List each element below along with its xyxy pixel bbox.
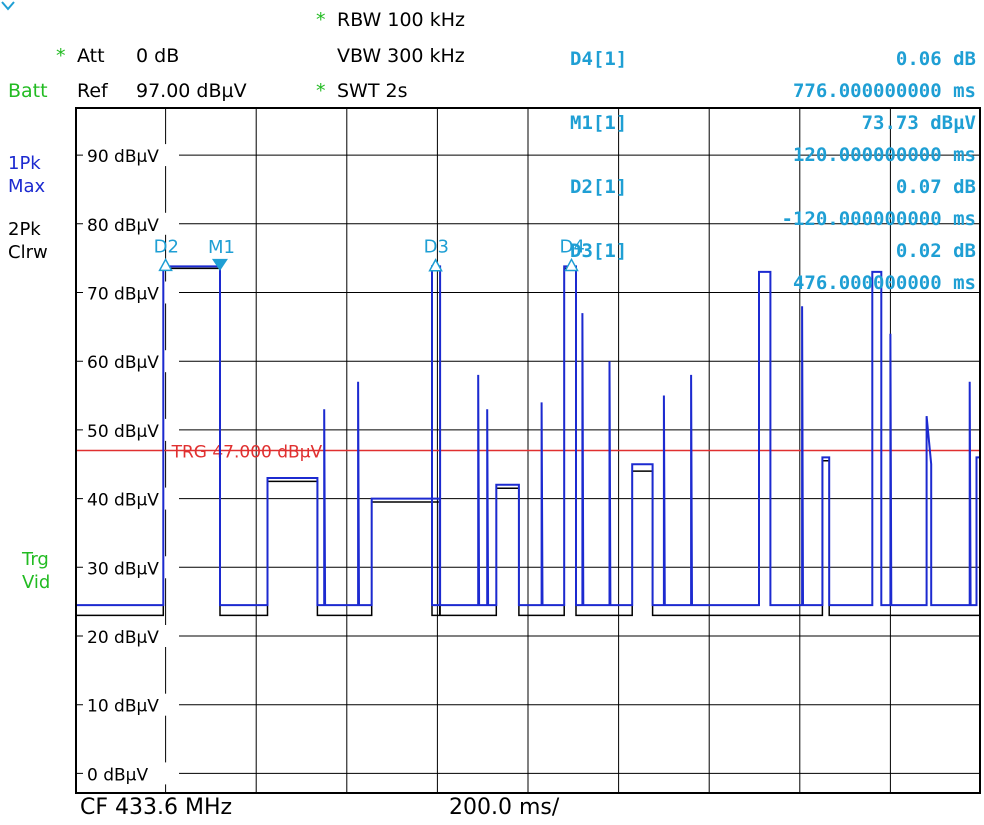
trigger-level-label: TRG 47.000 dBµV <box>171 443 323 463</box>
trace2-detector: 2Pk <box>8 219 41 240</box>
y-tick-label: 80 dBµV <box>87 216 159 236</box>
y-tick-label: 10 dBµV <box>87 697 159 717</box>
marker-table-label: D2[1] <box>570 176 628 198</box>
ref-value: 97.00 dBµV <box>136 80 247 102</box>
y-tick-label: 40 dBµV <box>87 491 159 511</box>
marker-table-time: -120.000000000 ms <box>781 208 976 230</box>
y-tick-label-bg <box>83 281 179 304</box>
marker-table-time: 776.000000000 ms <box>792 80 976 102</box>
y-tick-label-bg <box>83 144 179 167</box>
trigger-type: Vid <box>22 572 51 593</box>
marker-table-value: 73.73 dBµV <box>861 112 976 134</box>
center-frequency: CF 433.6 MHz <box>80 795 233 820</box>
trigger-source: Trg <box>22 549 49 570</box>
rbw-label: RBW 100 kHz <box>337 9 465 31</box>
y-tick-label: 30 dBµV <box>87 559 159 579</box>
marker-table-time: 120.000000000 ms <box>792 144 976 166</box>
marker-table-value: 0.02 dB <box>895 240 976 262</box>
traces <box>75 265 981 617</box>
y-tick-label: 70 dBµV <box>87 284 159 304</box>
trace-max <box>75 265 981 607</box>
swt-modified-marker: * <box>316 80 326 102</box>
y-tick-label-bg <box>83 624 179 647</box>
y-tick-label-bg <box>83 556 179 579</box>
y-tick-label: 20 dBµV <box>87 628 159 648</box>
delta-marker-symbol <box>564 257 579 272</box>
marker-table-value: 0.07 dB <box>895 176 976 198</box>
sweep-per-division: 200.0 ms/ <box>449 795 560 820</box>
batt-indicator: Batt <box>8 80 48 102</box>
y-tick-label: 90 dBµV <box>87 147 159 167</box>
marker-label: D4 <box>559 236 584 257</box>
markers: D2 M1 D3 D4 <box>154 236 585 272</box>
y-tick-label-bg <box>83 418 179 441</box>
marker-table-label: D4[1] <box>570 48 628 70</box>
delta-marker-symbol <box>428 258 443 272</box>
y-tick-label: 0 dBµV <box>87 765 148 785</box>
ref-label: Ref <box>77 80 108 102</box>
marker-label: M1 <box>208 237 235 258</box>
y-tick-label-bg <box>83 693 179 716</box>
marker-symbol <box>211 258 228 271</box>
trace2-mode: Clrw <box>8 242 48 263</box>
y-tick-label-bg <box>83 212 179 235</box>
y-tick-label: 60 dBµV <box>87 353 159 373</box>
marker-table-label: D3[1] <box>570 240 628 262</box>
att-value: 0 dB <box>136 45 180 67</box>
y-tick-labels: 0 dBµV 10 dBµV 20 dBµV 30 dBµV 40 dBµV 50 dBµ… <box>83 144 179 785</box>
rbw-modified-marker: * <box>316 9 326 31</box>
att-label: Att <box>77 45 105 67</box>
marker-label: D3 <box>424 237 449 258</box>
y-tick-label-bg <box>83 487 179 510</box>
trace1-detector: 1Pk <box>8 153 41 174</box>
marker-label: D2 <box>154 236 179 257</box>
marker-table-label: M1[1] <box>570 112 628 134</box>
trace1-label: 1Pk Max <box>8 152 45 198</box>
y-tick-label: 50 dBµV <box>87 422 159 442</box>
y-tick-label-bg <box>83 762 179 785</box>
swt-label: SWT 2s <box>337 80 408 102</box>
att-modified-marker: * <box>56 45 66 67</box>
trace2-label: 2Pk Clrw <box>8 218 48 264</box>
y-tick-label-bg <box>83 350 179 373</box>
delta-marker-symbol <box>158 257 173 272</box>
marker-table-value: 0.06 dB <box>895 48 976 70</box>
spectrum-plot[interactable]: 0 dBµV 10 dBµV 20 dBµV 30 dBµV 40 dBµV 50 dBµ… <box>75 107 981 794</box>
marker-table-time: 476.000000000 ms <box>792 272 976 294</box>
plot-frame <box>75 107 981 794</box>
diamond-icon <box>1 1 15 11</box>
trace1-mode: Max <box>8 176 46 197</box>
vbw-label: VBW 300 kHz <box>337 45 465 67</box>
trigger-label: Trg Vid <box>22 548 50 594</box>
